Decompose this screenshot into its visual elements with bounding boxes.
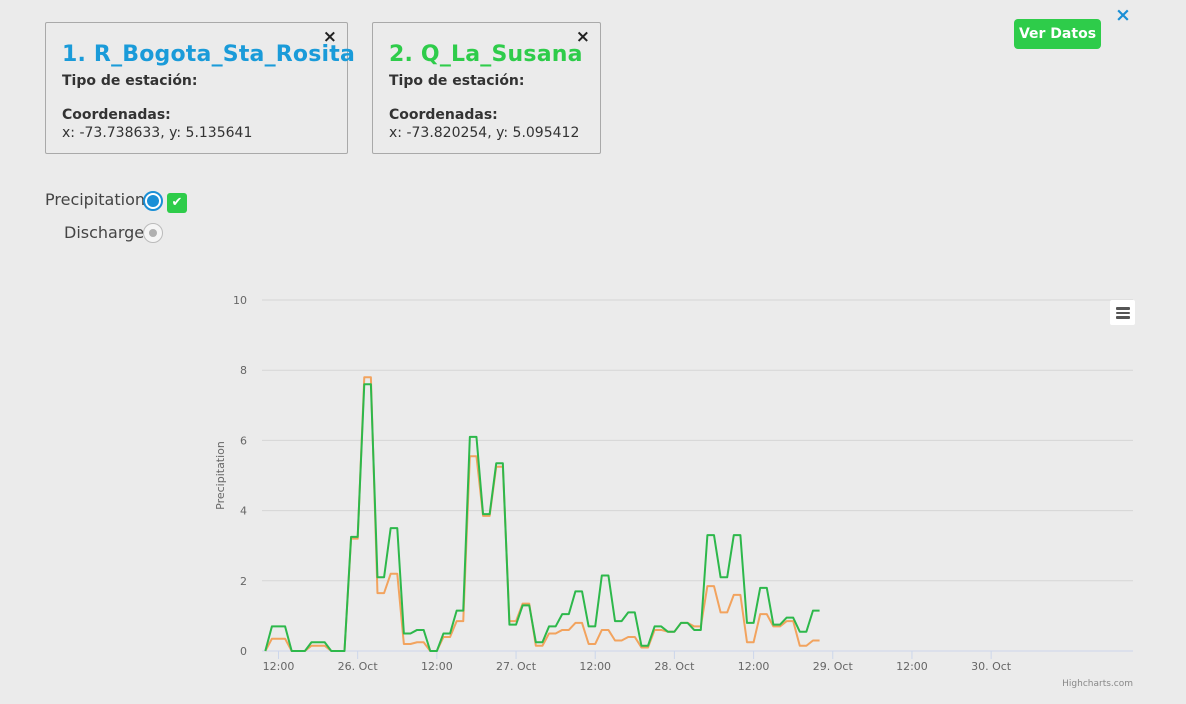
x-tick-label: 27. Oct bbox=[496, 660, 537, 673]
x-tick-label: 12:00 bbox=[421, 660, 453, 673]
series-line-1 bbox=[264, 376, 820, 652]
x-tick-label: 12:00 bbox=[738, 660, 770, 673]
x-tick-label: 12:00 bbox=[896, 660, 928, 673]
discharge-radio[interactable] bbox=[143, 223, 163, 243]
coordinates-label: Coordenadas: bbox=[62, 107, 171, 123]
series-line-2 bbox=[264, 383, 820, 652]
y-tick-label: 0 bbox=[240, 645, 247, 658]
y-tick-label: 6 bbox=[240, 434, 247, 447]
close-icon[interactable]: × bbox=[575, 27, 590, 47]
x-tick-label: 28. Oct bbox=[654, 660, 695, 673]
y-axis-title: Precipitation bbox=[214, 441, 227, 510]
close-icon[interactable]: × bbox=[322, 27, 337, 47]
station-type-label: Tipo de estación: bbox=[62, 73, 198, 89]
x-tick-label: 26. Oct bbox=[338, 660, 379, 673]
x-tick-label: 12:00 bbox=[579, 660, 611, 673]
station-type-label: Tipo de estación: bbox=[389, 73, 525, 89]
x-tick-label: 30. Oct bbox=[971, 660, 1012, 673]
discharge-label: Discharge bbox=[64, 223, 145, 242]
station-card-2: × 2. Q_La_Susana Tipo de estación: Coord… bbox=[372, 22, 601, 154]
x-tick-label: 29. Oct bbox=[813, 660, 854, 673]
x-tick-label: 12:00 bbox=[263, 660, 295, 673]
ver-datos-button[interactable]: Ver Datos bbox=[1014, 19, 1101, 49]
checkmark-icon: ✔ bbox=[167, 193, 187, 213]
precipitation-label: Precipitation bbox=[45, 190, 146, 209]
chart-menu-icon[interactable] bbox=[1110, 300, 1135, 325]
coordinates-value: x: -73.820254, y: 5.095412 bbox=[389, 125, 580, 141]
y-tick-label: 8 bbox=[240, 364, 247, 377]
highcharts-credit: Highcharts.com bbox=[1062, 679, 1133, 689]
coordinates-label: Coordenadas: bbox=[389, 107, 498, 123]
y-tick-label: 10 bbox=[233, 294, 247, 307]
close-panel-icon[interactable]: × bbox=[1115, 4, 1131, 26]
station-title: 2. Q_La_Susana bbox=[389, 42, 583, 67]
station-card-1: × 1. R_Bogota_Sta_Rosita Tipo de estació… bbox=[45, 22, 356, 154]
precipitation-radio[interactable] bbox=[143, 191, 163, 211]
station-title: 1. R_Bogota_Sta_Rosita bbox=[62, 42, 356, 67]
coordinates-value: x: -73.738633, y: 5.135641 bbox=[62, 125, 253, 141]
y-tick-label: 2 bbox=[240, 575, 247, 588]
y-tick-label: 4 bbox=[240, 505, 247, 518]
